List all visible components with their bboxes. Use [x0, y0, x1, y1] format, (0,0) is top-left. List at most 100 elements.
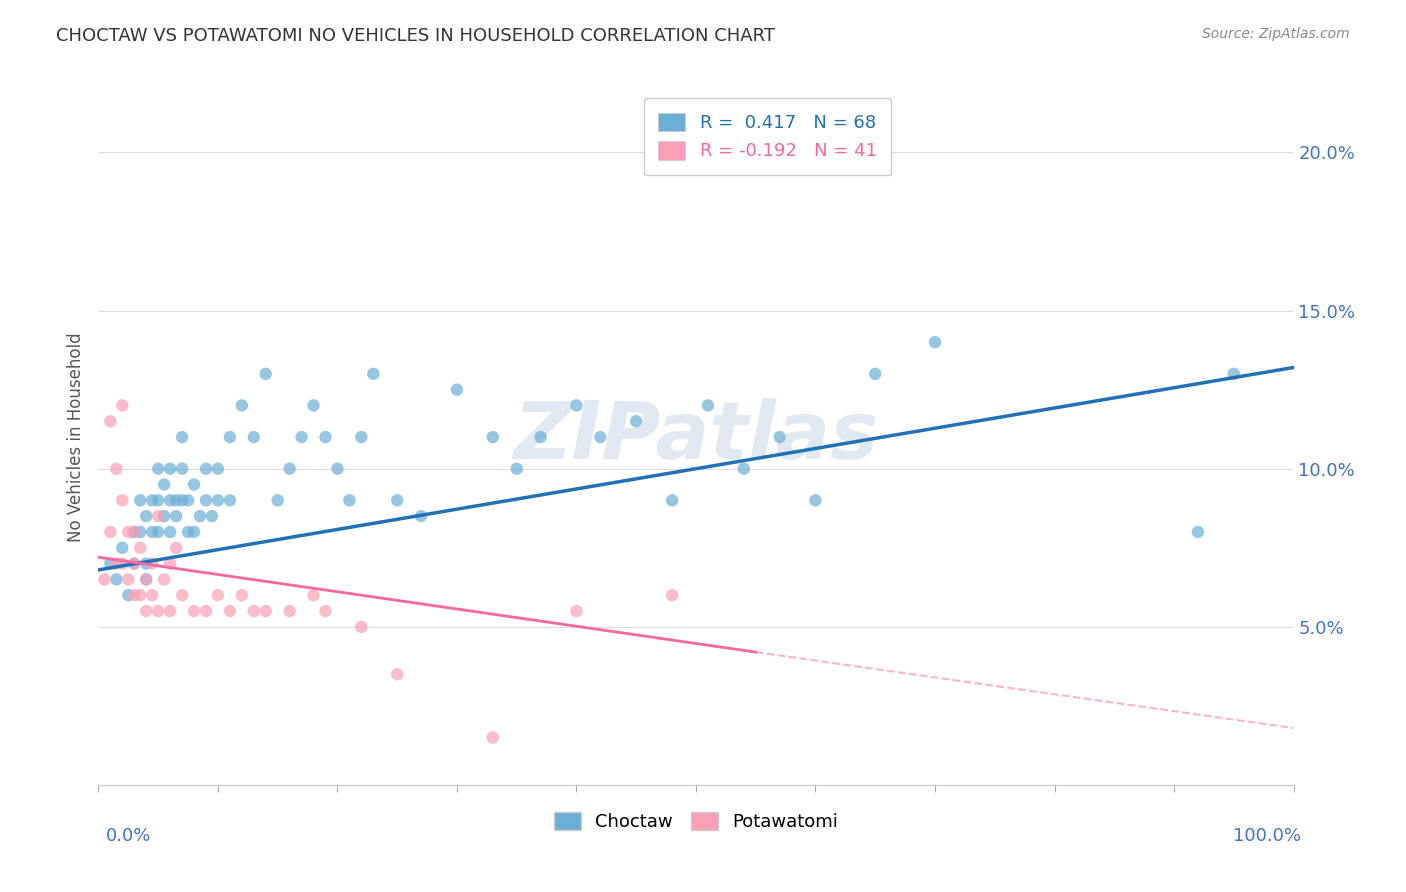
Point: [165, 541, 187, 555]
Point: [117, 588, 139, 602]
Point: [159, 524, 181, 539]
Point: [219, 604, 242, 618]
Point: [177, 524, 200, 539]
Point: [129, 524, 152, 539]
Point: [172, 430, 194, 444]
Y-axis label: No Vehicles in Household: No Vehicles in Household: [66, 332, 84, 542]
Point: [141, 493, 163, 508]
Point: [177, 493, 200, 508]
Point: [93, 573, 115, 587]
Point: [159, 461, 181, 475]
Point: [231, 399, 253, 413]
Point: [254, 367, 277, 381]
Point: [159, 493, 181, 508]
Point: [165, 509, 187, 524]
Point: [482, 430, 505, 444]
Point: [278, 604, 301, 618]
Point: [165, 493, 187, 508]
Point: [482, 731, 505, 745]
Point: [201, 509, 224, 524]
Point: [769, 430, 792, 444]
Point: [105, 461, 128, 475]
Point: [111, 557, 134, 571]
Point: [183, 524, 205, 539]
Point: [188, 509, 211, 524]
Point: [172, 493, 194, 508]
Point: [589, 430, 612, 444]
Point: [231, 588, 253, 602]
Point: [315, 604, 337, 618]
Legend: Choctaw, Potawatomi: Choctaw, Potawatomi: [547, 805, 845, 838]
Point: [411, 509, 433, 524]
Point: [385, 493, 409, 508]
Point: [385, 667, 409, 681]
Point: [243, 604, 266, 618]
Point: [291, 430, 314, 444]
Point: [924, 335, 946, 350]
Point: [148, 509, 170, 524]
Point: [129, 493, 152, 508]
Point: [661, 588, 683, 602]
Point: [135, 573, 157, 587]
Point: [153, 573, 176, 587]
Point: [363, 367, 385, 381]
Point: [326, 461, 349, 475]
Point: [697, 399, 720, 413]
Point: [530, 430, 553, 444]
Point: [254, 604, 277, 618]
Point: [159, 557, 181, 571]
Point: [302, 399, 325, 413]
Point: [98, 524, 122, 539]
Point: [207, 493, 229, 508]
Point: [98, 557, 122, 571]
Point: [626, 414, 648, 428]
Text: CHOCTAW VS POTAWATOMI NO VEHICLES IN HOUSEHOLD CORRELATION CHART: CHOCTAW VS POTAWATOMI NO VEHICLES IN HOU…: [56, 27, 775, 45]
Point: [124, 524, 146, 539]
Point: [117, 573, 139, 587]
Text: Source: ZipAtlas.com: Source: ZipAtlas.com: [1202, 27, 1350, 41]
Point: [153, 509, 176, 524]
Point: [105, 557, 128, 571]
Point: [315, 430, 337, 444]
Point: [1223, 367, 1246, 381]
Point: [207, 461, 229, 475]
Point: [148, 493, 170, 508]
Point: [135, 573, 157, 587]
Point: [267, 493, 290, 508]
Point: [135, 557, 157, 571]
Point: [243, 430, 266, 444]
Point: [804, 493, 827, 508]
Point: [446, 383, 468, 397]
Point: [339, 493, 361, 508]
Point: [153, 477, 176, 491]
Point: [148, 604, 170, 618]
Point: [129, 541, 152, 555]
Point: [506, 461, 529, 475]
Point: [148, 524, 170, 539]
Point: [278, 461, 301, 475]
Point: [219, 493, 242, 508]
Point: [124, 524, 146, 539]
Point: [865, 367, 887, 381]
Point: [350, 620, 373, 634]
Point: [159, 604, 181, 618]
Point: [733, 461, 755, 475]
Point: [565, 604, 588, 618]
Point: [183, 604, 205, 618]
Point: [207, 588, 229, 602]
Point: [219, 430, 242, 444]
Point: [1187, 524, 1209, 539]
Point: [183, 477, 205, 491]
Point: [117, 524, 139, 539]
Text: 0.0%: 0.0%: [105, 827, 150, 845]
Point: [129, 588, 152, 602]
Point: [124, 588, 146, 602]
Point: [141, 557, 163, 571]
Point: [141, 588, 163, 602]
Point: [124, 557, 146, 571]
Text: 100.0%: 100.0%: [1233, 827, 1301, 845]
Point: [195, 604, 218, 618]
Point: [111, 493, 134, 508]
Point: [172, 588, 194, 602]
Point: [195, 461, 218, 475]
